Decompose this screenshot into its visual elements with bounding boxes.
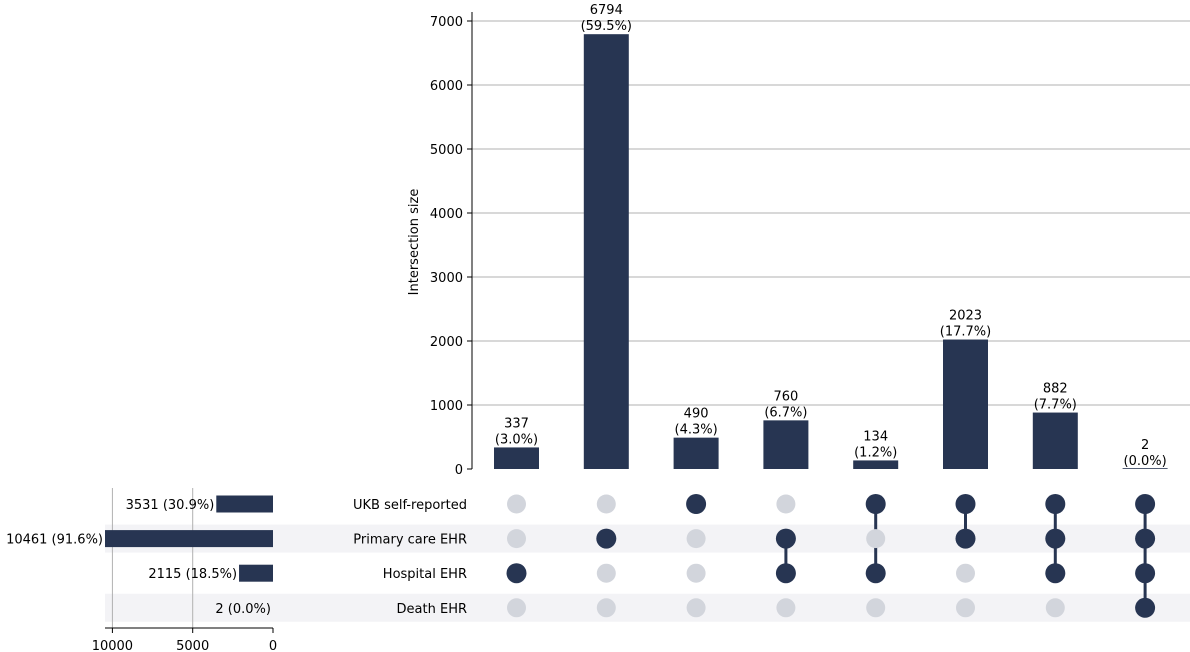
intersection-count-label: 134 [863,429,888,444]
intersection-count-label: 6794 [590,3,623,18]
intersection-bar [583,34,629,470]
y-tick-label: 3000 [430,271,463,286]
membership-dot-inactive [686,529,706,549]
membership-dot-active [1135,597,1156,618]
set-size-bars [105,495,273,582]
y-tick-label: 1000 [430,399,463,414]
intersection-count-label: 490 [684,407,709,422]
y-tick-label: 2000 [430,335,463,350]
membership-dot-inactive [596,563,616,583]
intersection-percent-label: (59.5%) [581,19,632,34]
y-tick-label: 7000 [430,15,463,30]
membership-dot-inactive [956,563,975,583]
intersection-percent-label: (6.7%) [764,405,807,420]
row-stripe [105,593,1190,622]
intersection-bar [1032,412,1078,469]
set-name-label: Primary care EHR [353,533,467,548]
membership-dot-inactive [776,494,796,514]
set-names: UKB self-reported Primary care EHR Hospita… [353,498,467,617]
membership-dot-active [1045,494,1066,514]
membership-dot-inactive [1045,598,1065,618]
membership-dot-active [775,528,796,549]
membership-dot-active [1135,528,1156,549]
intersection-bar [1122,468,1168,469]
membership-dot-inactive [866,529,886,549]
membership-dot-active [865,494,886,514]
intersection-bar [943,339,988,469]
intersection-bar [673,437,719,469]
intersection-percent-label: (0.0%) [1124,454,1167,469]
membership-dot-inactive [596,494,616,514]
set-size-label: 2 (0.0%) [215,602,271,617]
intersection-percent-label: (4.3%) [675,423,718,438]
membership-matrix [506,494,1156,618]
membership-dot-inactive [686,563,706,583]
set-size-tick-label: 0 [269,639,277,652]
intersection-count-label: 760 [773,389,798,404]
intersection-bar [853,460,899,469]
membership-dot-active [865,563,886,584]
set-name-label: Death EHR [397,602,467,617]
set-size-label: 10461 (91.6%) [6,533,103,548]
set-size-tick-label: 10000 [92,639,133,652]
membership-dot-inactive [776,598,796,618]
set-name-label: Hospital EHR [383,567,467,582]
membership-dot-active [1045,563,1066,584]
row-stripe [105,524,1190,553]
y-axis-label: Intersection size [407,189,422,296]
y-tick-label: 0 [455,463,463,478]
intersection-count-label: 2023 [949,309,982,324]
membership-dot-active [1135,494,1156,514]
intersection-count-label: 882 [1043,382,1068,397]
matrix-stripes [105,524,1190,622]
membership-dot-inactive [507,598,526,618]
membership-dot-active [686,494,707,514]
membership-dot-active [955,528,976,549]
set-size-bar [105,530,273,548]
set-size-tick-label: 5000 [176,639,209,652]
intersection-percent-label: (17.7%) [940,325,991,340]
set-size-bar [216,495,273,513]
set-size-labels: 3531 (30.9%) 10461 (91.6%) 2115 (18.5%) 2 (… [6,498,271,617]
y-gridlines [472,20,1190,406]
y-tick-label: 4000 [430,207,463,222]
membership-dot-inactive [507,494,526,514]
membership-dot-inactive [866,598,886,618]
membership-dot-inactive [686,598,706,618]
intersection-labels: 337(3.0%) 6794(59.5%) 490(4.3%) 760(6.7%) 13… [495,3,1167,469]
membership-dot-inactive [596,598,616,618]
membership-dot-active [1045,528,1066,549]
membership-dot-active [1135,563,1156,584]
set-size-bar [239,564,273,582]
set-name-label: UKB self-reported [353,498,467,513]
intersection-count-label: 337 [504,416,529,431]
set-size-gridlines [111,488,194,628]
intersection-bars [494,34,1168,470]
membership-dot-active [955,494,976,514]
y-axis: 0 1000 2000 3000 4000 5000 6000 7000 [430,12,473,478]
intersection-bar [763,420,809,469]
set-size-axis: 10000 5000 0 [92,627,277,652]
set-size-label: 3531 (30.9%) [126,498,215,513]
y-tick-label: 6000 [430,79,463,94]
membership-dot-active [596,528,617,549]
intersection-percent-label: (7.7%) [1034,398,1077,413]
intersection-bar [494,447,539,469]
membership-dot-active [775,563,796,584]
intersection-percent-label: (1.2%) [854,445,897,460]
membership-dot-inactive [956,598,975,618]
intersection-percent-label: (3.0%) [495,432,538,447]
y-tick-label: 5000 [430,143,463,158]
intersection-count-label: 2 [1141,438,1149,453]
set-size-label: 2115 (18.5%) [148,567,237,582]
membership-dot-active [506,563,527,584]
membership-dot-inactive [507,529,526,549]
